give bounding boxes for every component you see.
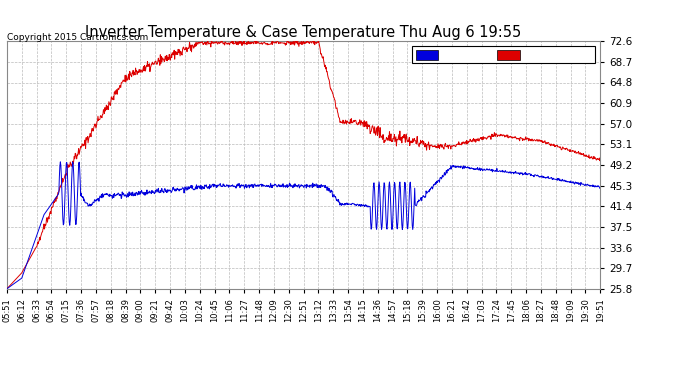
Legend: Case  (°C), Inverter  (°C): Case (°C), Inverter (°C) xyxy=(413,46,595,63)
Title: Inverter Temperature & Case Temperature Thu Aug 6 19:55: Inverter Temperature & Case Temperature … xyxy=(86,25,522,40)
Text: Copyright 2015 Cartronics.com: Copyright 2015 Cartronics.com xyxy=(7,33,148,42)
